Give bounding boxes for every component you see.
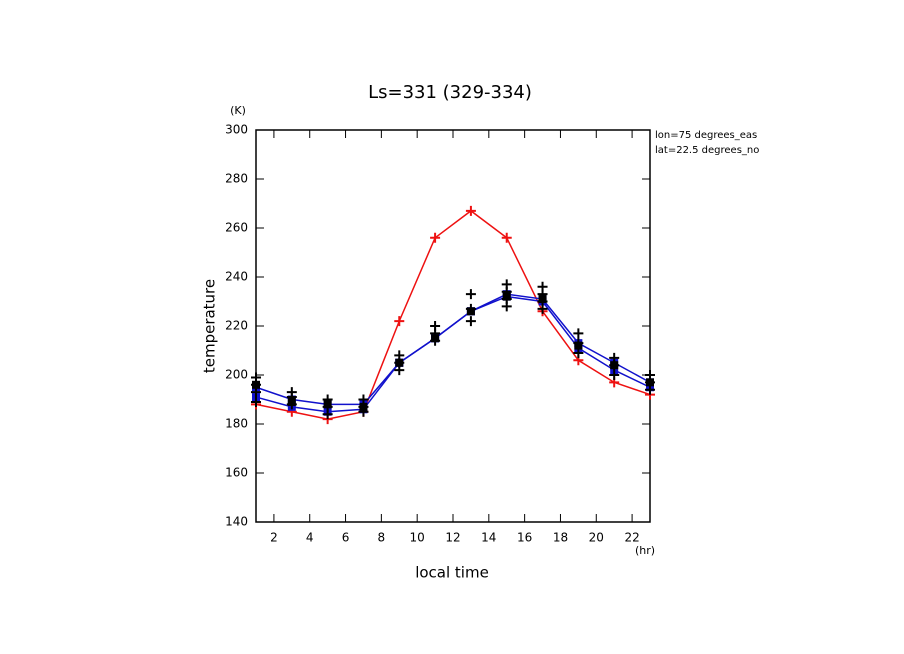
y-tick-label: 220 xyxy=(225,319,248,333)
point xyxy=(573,328,584,339)
y-unit: (K) xyxy=(230,104,246,117)
y-tick-label: 300 xyxy=(225,123,248,137)
y-tick-label: 180 xyxy=(225,417,248,431)
point xyxy=(251,387,261,398)
point xyxy=(251,396,261,407)
point xyxy=(573,347,584,358)
x-tick-label: 18 xyxy=(553,531,568,545)
x-axis-label: local time xyxy=(415,564,489,582)
point xyxy=(465,205,476,216)
point xyxy=(394,365,405,376)
y-axis-label: temperature xyxy=(201,279,219,373)
x-tick-label: 2 xyxy=(270,531,278,545)
point xyxy=(465,303,476,314)
x-tick-label: 8 xyxy=(378,531,386,545)
annotation: lat=22.5 degrees_no xyxy=(655,145,759,156)
y-tick-label: 160 xyxy=(225,466,248,480)
point xyxy=(394,316,405,327)
point xyxy=(430,232,441,243)
y-tick-label: 280 xyxy=(225,172,248,186)
point xyxy=(501,301,512,312)
point xyxy=(322,409,333,420)
plot-frame xyxy=(255,129,651,523)
point xyxy=(286,399,297,410)
point xyxy=(573,338,584,349)
point xyxy=(501,232,512,243)
series-line xyxy=(255,209,651,420)
point xyxy=(609,360,620,371)
point xyxy=(465,316,476,327)
x-tick-label: 4 xyxy=(306,531,314,545)
chart-title: Ls=331 (329-334) xyxy=(368,82,532,103)
point xyxy=(537,303,548,314)
point xyxy=(645,384,655,395)
x-tick-label: 6 xyxy=(342,531,350,545)
point xyxy=(358,406,369,417)
x-tick-label: 20 xyxy=(589,531,604,545)
x-tick-label: 16 xyxy=(517,531,532,545)
y-tick-label: 240 xyxy=(225,270,248,284)
point xyxy=(609,370,620,380)
y-tick-label: 140 xyxy=(225,515,248,529)
point xyxy=(430,335,441,346)
x-tick-label: 22 xyxy=(624,531,639,545)
x-unit: (hr) xyxy=(635,544,655,557)
y-tick-label: 260 xyxy=(225,221,248,235)
x-tick-label: 12 xyxy=(445,531,460,545)
series-line xyxy=(255,293,651,406)
annotation: lon=75 degrees_eas xyxy=(655,130,757,141)
x-tick-label: 14 xyxy=(481,531,496,545)
x-tick-label: 10 xyxy=(410,531,425,545)
y-tick-label: 200 xyxy=(225,368,248,382)
point xyxy=(465,289,476,300)
series-line xyxy=(255,295,651,413)
